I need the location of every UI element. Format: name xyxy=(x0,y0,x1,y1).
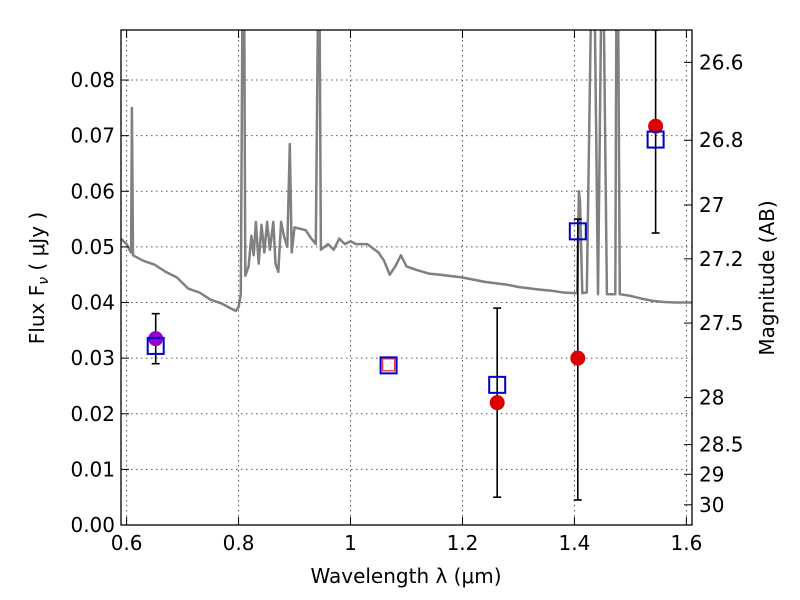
model-square-marker xyxy=(146,336,165,355)
axes: 0.6 0.8 1 1.2 1.4 1.6 0.00 0.01 0.02 0.03 0.04 0.05… xyxy=(70,30,744,555)
model-square-marker xyxy=(488,375,507,394)
y-tick-label: 0.08 xyxy=(70,68,115,92)
spectrum-line xyxy=(121,30,692,313)
y-tick-label: 0.04 xyxy=(70,291,115,315)
magnitude-tick-label: 27 xyxy=(699,193,724,217)
x-tick-label: 1.2 xyxy=(447,531,479,555)
y-tick-label: 0.01 xyxy=(70,457,115,481)
y-tick-label: 0.02 xyxy=(70,402,115,426)
y-axis-label-subscript: ν xyxy=(36,277,52,285)
magnitude-tick-label: 27.2 xyxy=(699,247,744,271)
y-axis-label-unit: ( μJy ) xyxy=(25,212,49,277)
y-tick-label: 0.07 xyxy=(70,124,115,148)
x-tick-label: 0.8 xyxy=(223,531,255,555)
x-tick-label: 0.6 xyxy=(111,531,143,555)
model-square-marker xyxy=(568,222,587,241)
plot-area xyxy=(121,30,692,501)
model-square-marker xyxy=(646,130,665,149)
observed-point xyxy=(489,395,505,411)
observed-point xyxy=(648,118,664,134)
y-axis-label: Flux Fν ( μJy ) xyxy=(25,212,52,344)
model-square-marker xyxy=(381,358,396,372)
magnitude-tick-label: 30 xyxy=(699,493,724,517)
x-tick-label: 1.6 xyxy=(670,531,702,555)
x-tick-label: 1 xyxy=(344,531,357,555)
magnitude-tick-label: 28 xyxy=(699,386,724,410)
magnitude-axis-label: Magnitude (AB) xyxy=(755,200,779,355)
magnitude-tick-label: 26.8 xyxy=(699,128,744,152)
model-square-marker xyxy=(379,356,398,375)
magnitude-tick-label: 28.5 xyxy=(699,433,744,457)
y-axis-label-text: Flux F xyxy=(25,285,49,344)
plot-frame xyxy=(120,29,693,526)
y-tick-label: 0.05 xyxy=(70,235,115,259)
magnitude-tick-label: 26.6 xyxy=(699,50,744,74)
y-tick-label: 0.06 xyxy=(70,179,115,203)
y-tick-label: 0.03 xyxy=(70,346,115,370)
magnitude-tick-label: 29 xyxy=(699,462,724,486)
x-axis-label: Wavelength λ (μm) xyxy=(310,564,501,588)
magnitude-tick-label: 27.5 xyxy=(699,311,744,335)
y-tick-label: 0.00 xyxy=(70,513,115,537)
observed-point xyxy=(570,350,586,366)
x-tick-label: 1.4 xyxy=(559,531,591,555)
